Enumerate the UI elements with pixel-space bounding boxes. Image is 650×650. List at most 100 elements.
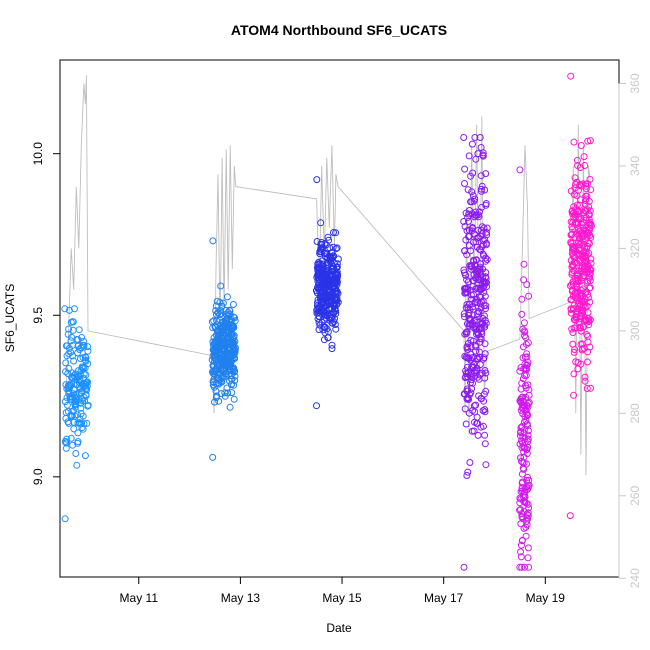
data-point [584, 358, 591, 366]
secondary-y-tick-label: 280 [628, 403, 642, 423]
data-point [516, 166, 524, 174]
data-point [78, 334, 86, 341]
data-point [461, 165, 469, 173]
data-point [469, 169, 477, 177]
data-point [67, 348, 75, 356]
data-point [520, 260, 528, 268]
data-point [333, 278, 341, 286]
data-point [524, 427, 532, 435]
data-point [334, 255, 342, 263]
data-point [475, 308, 483, 316]
data-point [462, 271, 470, 279]
data-point [69, 318, 77, 326]
data-point [477, 172, 485, 180]
data-point [481, 440, 489, 448]
data-point [525, 481, 533, 489]
data-point [212, 311, 220, 318]
data-point [332, 310, 340, 318]
data-point [75, 326, 83, 334]
data-point [231, 367, 239, 375]
data-point [519, 393, 527, 401]
data-point [64, 370, 72, 377]
data-point [320, 336, 328, 344]
data-point [482, 257, 490, 265]
data-point [520, 276, 528, 284]
data-point [478, 328, 485, 336]
data-point [468, 140, 476, 148]
data-point [467, 343, 475, 351]
data-point [481, 323, 489, 331]
data-point [231, 317, 239, 325]
data-point [586, 224, 594, 232]
data-point [460, 310, 468, 318]
data-point [574, 276, 582, 284]
data-point [67, 434, 75, 442]
data-point [231, 314, 238, 322]
data-point [465, 152, 473, 160]
data-point [523, 450, 531, 458]
data-point [461, 405, 469, 413]
data-point [524, 422, 531, 430]
data-point [586, 207, 594, 215]
data-point [585, 317, 593, 325]
data-point [524, 339, 532, 347]
data-point [461, 180, 468, 187]
data-point [586, 277, 594, 285]
data-point [482, 201, 490, 209]
data-point [517, 553, 525, 561]
data-point [478, 330, 486, 338]
data-point [333, 244, 341, 252]
data-point [63, 394, 71, 402]
data-point [572, 313, 580, 321]
data-point [479, 152, 487, 160]
data-point [230, 381, 238, 389]
data-point [481, 408, 489, 416]
data-point [466, 459, 474, 466]
data-point [482, 275, 490, 283]
data-point [460, 563, 468, 571]
data-point [517, 541, 525, 549]
data-point [465, 210, 473, 218]
data-point [585, 249, 593, 257]
data-point [585, 203, 593, 211]
data-point [572, 316, 580, 324]
data-point [313, 176, 321, 184]
data-point [472, 316, 480, 324]
data-point [313, 402, 320, 410]
data-point [570, 391, 578, 399]
data-point [587, 222, 595, 230]
data-point [473, 413, 481, 421]
data-point [482, 241, 490, 249]
data-point [70, 357, 78, 365]
data-point [570, 138, 578, 146]
data-point [572, 324, 580, 332]
data-point [520, 319, 528, 327]
data-point [61, 515, 69, 523]
data-point [570, 348, 578, 356]
data-point [469, 224, 476, 231]
data-point [524, 403, 532, 411]
data-point [585, 294, 592, 301]
y-tick-label: 9.0 [31, 468, 45, 485]
data-point [331, 321, 339, 328]
data-point [318, 241, 326, 249]
secondary-y-tick-label: 320 [628, 238, 642, 258]
data-point [482, 461, 490, 469]
data-point [519, 536, 526, 544]
data-point [63, 435, 71, 443]
data-point [516, 563, 524, 571]
data-point [524, 509, 532, 517]
data-point [320, 304, 328, 312]
chart-title: ATOM4 Northbound SF6_UCATS [231, 22, 447, 38]
data-point [84, 347, 92, 355]
data-point [73, 461, 81, 469]
secondary-y-tick-label: 300 [628, 321, 642, 341]
data-point [474, 373, 482, 381]
x-tick-label: May 11 [120, 591, 159, 605]
data-point [468, 188, 476, 196]
data-point [231, 347, 239, 355]
scatter-series [460, 134, 491, 571]
scatter-series [566, 72, 595, 520]
data-point [476, 134, 484, 141]
